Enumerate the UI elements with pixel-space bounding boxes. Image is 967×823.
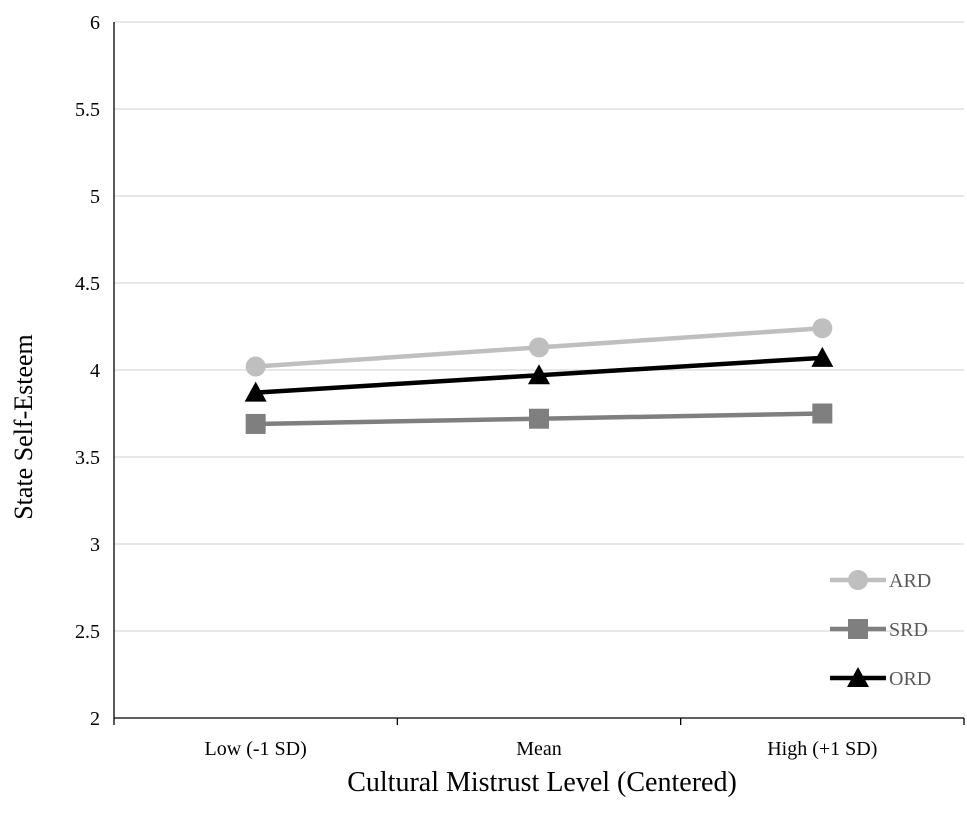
legend-marker [847,667,869,687]
legend-item-ord: ORD [830,667,931,690]
x-tick-label: Mean [516,738,562,760]
grid-lines [114,21,964,632]
legend-label: SRD [889,619,928,641]
data-point-ord [244,381,267,402]
series-group [244,318,834,434]
x-tick-label: Low (-1 SD) [205,738,307,760]
legend-label: ORD [889,668,931,690]
x-tick-label: High (+1 SD) [767,738,877,760]
y-tick-label: 2.5 [75,621,100,643]
y-tick-label: 4.5 [75,273,100,295]
legend-label: ARD [889,570,931,592]
series-ord [244,346,834,402]
y-tick-label: 3.5 [75,447,100,469]
data-point-ord [811,346,834,367]
data-point-srd [812,403,833,424]
y-tick-label: 3 [90,534,100,556]
legend-item-ard: ARD [830,570,931,592]
series-srd [245,403,833,434]
y-tick-label: 5 [90,186,100,208]
axes [113,22,965,725]
data-point-ard [245,356,266,377]
legend-marker [848,619,868,639]
y-tick-label: 5.5 [75,99,100,121]
legend-marker [848,570,868,590]
legend-item-srd: SRD [830,619,928,641]
data-point-srd [529,408,549,429]
y-axis-label: State Self-Esteem [9,334,38,520]
x-axis-label: Cultural Mistrust Level (Centered) [347,767,737,798]
x-tick-labels: Low (-1 SD) Mean High (+1 SD) [205,738,878,760]
y-tick-labels: 2 2.5 3 3.5 4 4.5 5 5.5 6 [75,12,100,730]
data-point-srd [245,413,266,434]
y-tick-label: 6 [90,12,100,34]
series-ard [245,318,833,377]
legend: ARD SRD ORD [830,570,931,690]
y-tick-label: 4 [90,360,100,382]
data-point-ard [812,318,833,339]
data-point-ard [529,337,549,358]
data-point-ord [528,364,550,385]
y-tick-label: 2 [90,708,100,730]
